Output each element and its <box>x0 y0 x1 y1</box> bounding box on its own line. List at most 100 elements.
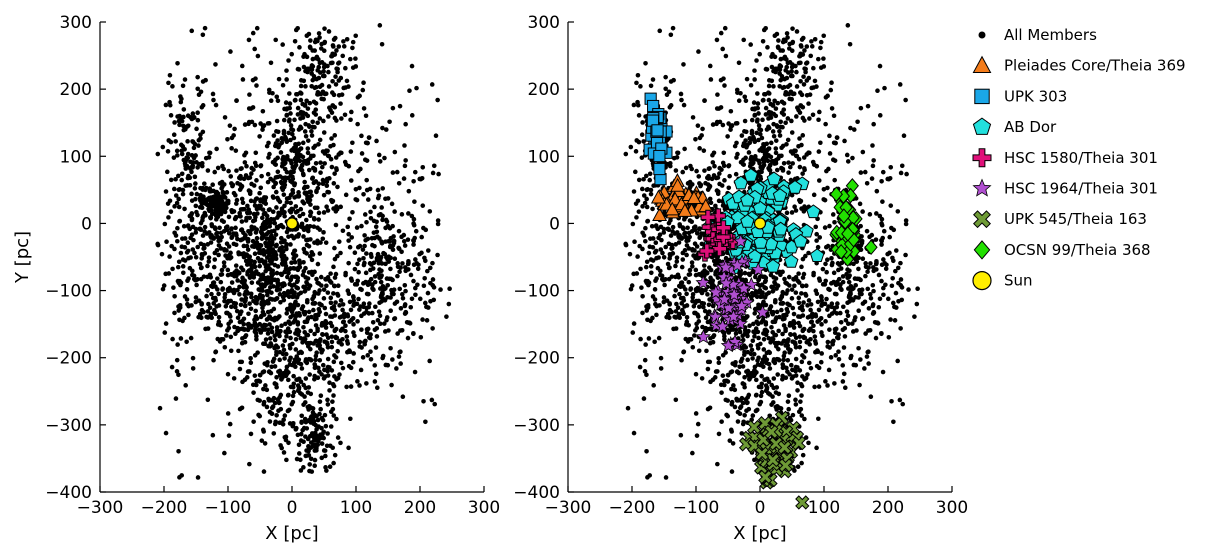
member-point <box>313 101 319 106</box>
member-point <box>756 111 761 116</box>
member-point <box>763 105 769 111</box>
member-point <box>249 224 254 230</box>
member-point <box>268 336 273 341</box>
member-point <box>173 233 179 238</box>
member-point <box>295 302 301 308</box>
member-point <box>176 448 181 454</box>
member-point <box>642 200 648 206</box>
member-point <box>175 225 180 231</box>
member-point <box>736 60 742 66</box>
member-point <box>323 453 328 459</box>
member-point <box>752 364 758 370</box>
member-point <box>783 326 788 332</box>
member-point <box>255 53 261 59</box>
member-point <box>720 373 726 378</box>
member-point <box>790 161 795 166</box>
member-point <box>800 115 806 121</box>
member-point <box>325 344 331 350</box>
member-point <box>385 295 390 300</box>
member-point <box>319 415 325 421</box>
member-point <box>323 423 329 429</box>
member-point <box>879 221 884 226</box>
member-point <box>213 311 218 317</box>
member-point <box>797 368 803 373</box>
member-point <box>184 155 189 160</box>
member-point <box>275 98 281 104</box>
member-point <box>352 333 357 339</box>
member-point <box>290 393 296 399</box>
member-point <box>824 296 829 302</box>
member-point <box>357 383 362 388</box>
member-point <box>320 73 326 79</box>
member-point <box>367 335 373 341</box>
member-point <box>160 286 166 292</box>
member-point <box>303 453 309 459</box>
member-point <box>831 338 836 344</box>
member-point <box>801 300 806 305</box>
member-point <box>312 291 318 296</box>
member-point <box>283 370 289 375</box>
member-point <box>204 201 209 207</box>
member-point <box>758 294 763 300</box>
member-point <box>799 44 804 49</box>
member-point <box>361 191 366 197</box>
member-point <box>261 322 267 328</box>
member-point <box>309 129 314 134</box>
member-point <box>881 292 886 298</box>
member-point <box>392 316 398 321</box>
member-point <box>182 315 187 321</box>
member-point <box>870 302 876 307</box>
member-point <box>301 64 307 70</box>
member-point <box>350 294 356 299</box>
member-point <box>289 260 294 265</box>
member-point <box>214 190 220 195</box>
member-point <box>317 251 323 256</box>
member-point <box>800 353 805 358</box>
member-point <box>200 233 206 238</box>
member-point <box>193 196 198 202</box>
member-point <box>390 247 396 253</box>
member-point <box>806 101 811 106</box>
member-point <box>679 264 685 270</box>
member-point <box>711 258 717 264</box>
member-point <box>184 163 190 169</box>
member-point <box>391 238 397 244</box>
member-point <box>180 83 186 89</box>
member-point <box>330 399 335 404</box>
member-point <box>758 127 764 133</box>
member-point <box>361 255 366 261</box>
member-point <box>321 192 327 198</box>
member-point <box>766 91 772 96</box>
member-point <box>268 176 273 182</box>
member-point <box>333 300 338 305</box>
member-point <box>274 94 280 100</box>
member-point <box>226 168 231 174</box>
member-point <box>294 311 299 316</box>
member-point <box>253 382 259 388</box>
member-point <box>232 273 237 279</box>
member-point <box>208 283 214 289</box>
member-point <box>628 286 634 292</box>
member-point <box>775 372 780 377</box>
member-point <box>252 199 257 204</box>
member-point <box>252 329 258 334</box>
member-point <box>287 91 292 96</box>
member-point <box>235 328 240 333</box>
member-point <box>742 413 747 418</box>
member-point <box>661 230 667 235</box>
member-point <box>231 209 237 214</box>
member-point <box>378 279 384 285</box>
member-point <box>310 64 316 69</box>
member-point <box>370 319 376 325</box>
member-point <box>319 372 324 377</box>
member-point <box>362 157 368 162</box>
member-point <box>211 188 216 194</box>
member-point <box>681 311 686 317</box>
member-point <box>373 371 379 377</box>
member-point <box>210 295 216 301</box>
member-point <box>805 303 810 308</box>
member-point <box>179 244 185 250</box>
member-point <box>388 308 394 314</box>
member-point <box>259 296 265 302</box>
member-point <box>189 169 194 175</box>
